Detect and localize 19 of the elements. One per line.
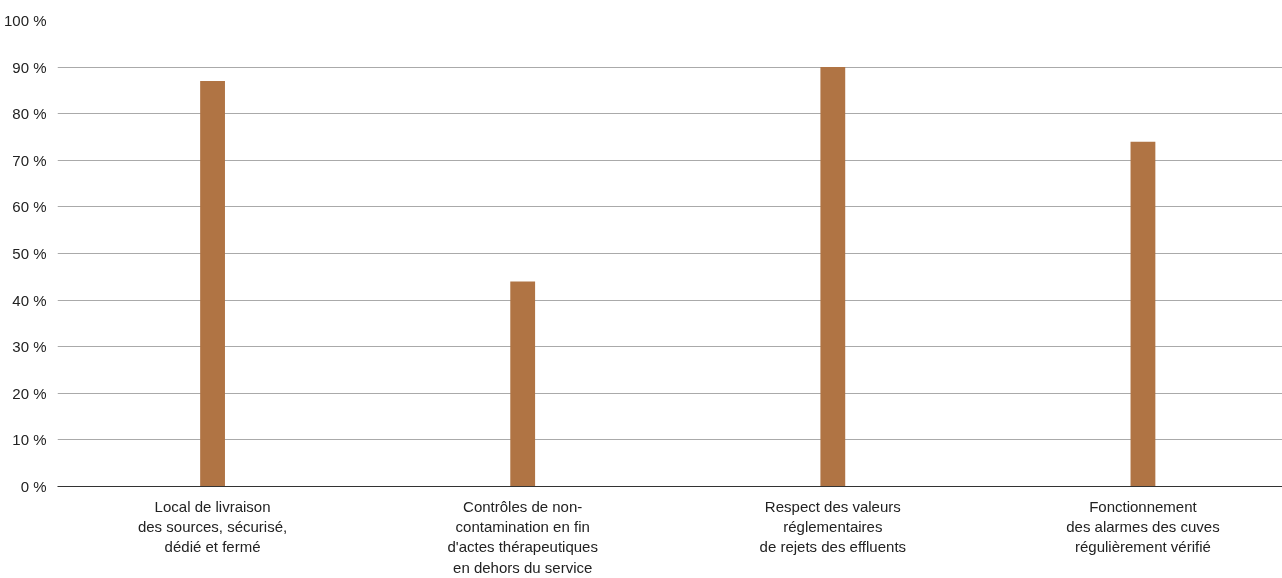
y-tick-label: 30 %: [12, 338, 47, 356]
bar: [1130, 141, 1156, 487]
y-tick-label: 90 %: [12, 58, 47, 76]
x-tick-label: Local de livraison des sources, sécurisé, dédié et fermé: [137, 497, 288, 556]
y-tick-label: 80 %: [12, 105, 47, 123]
y-tick-label: 20 %: [12, 384, 47, 402]
x-tick-label: Respect des valeurs réglementaires de rejets des effluents: [759, 497, 907, 556]
bar: [820, 67, 846, 487]
bar: [200, 81, 225, 487]
y-tick-label: 40 %: [12, 291, 47, 309]
y-tick-label: 0 %: [20, 478, 47, 495]
y-tick-label: 70 %: [12, 151, 47, 169]
y-tick-label: 60 %: [12, 198, 47, 216]
y-tick-label: 50 %: [12, 245, 47, 262]
x-tick-label: Contrôles de non- contamination en fin d'actes thérapeutiques en dehors du service: [447, 497, 598, 576]
x-tick-label: Fonctionnement des alarmes des cuves régulièrement vérifié: [1066, 497, 1220, 556]
y-tick-label: 10 %: [12, 431, 47, 449]
bar: [510, 281, 536, 487]
y-tick-label: 100 %: [3, 12, 47, 29]
